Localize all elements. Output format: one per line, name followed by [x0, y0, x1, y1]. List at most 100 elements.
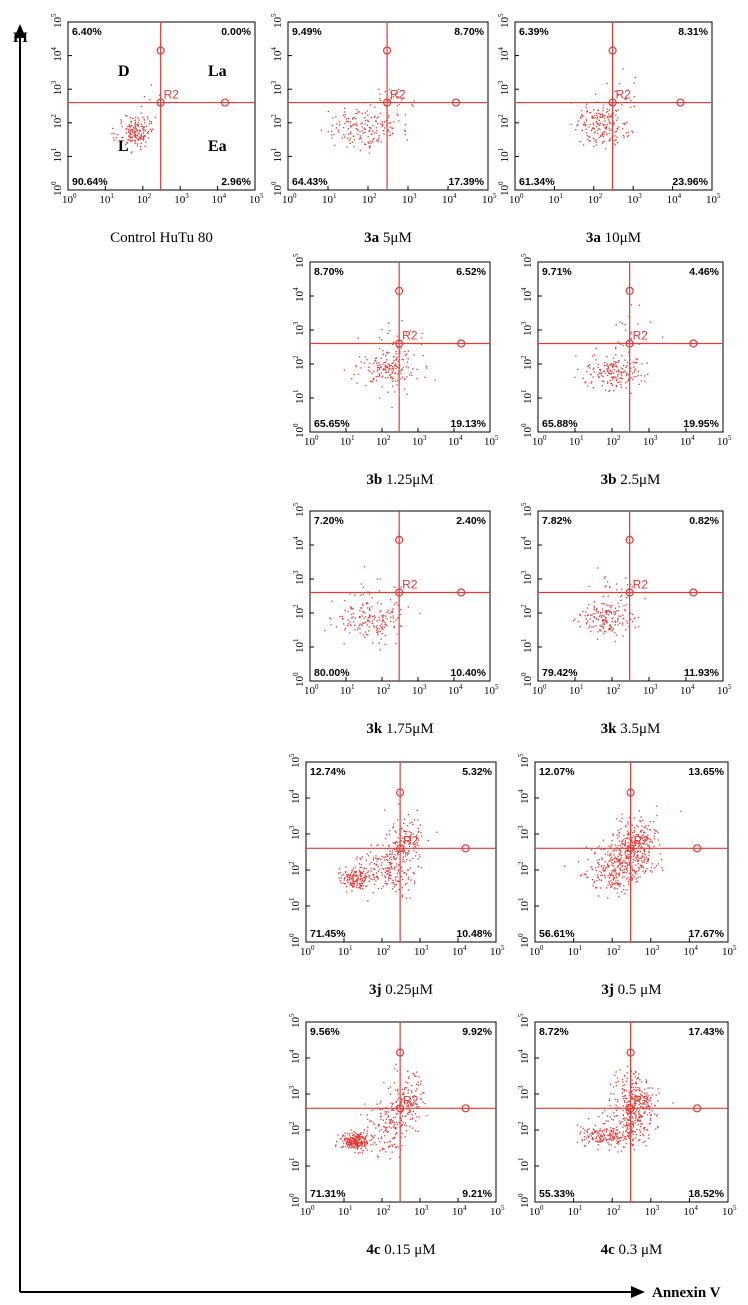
event-dot [415, 851, 417, 853]
event-dot [644, 854, 647, 856]
event-dot [357, 1146, 359, 1148]
x-tick-label: 102 [606, 1204, 621, 1218]
event-dot [602, 131, 605, 133]
event-dot [388, 122, 390, 125]
event-dot [352, 123, 354, 126]
event-dot [636, 361, 638, 363]
event-dot [410, 372, 412, 374]
event-dot [586, 135, 588, 137]
event-dot [591, 128, 593, 130]
event-dot [616, 866, 618, 868]
event-dot [369, 104, 372, 106]
event-dot [346, 880, 348, 882]
event-dot [403, 378, 405, 380]
event-dot [349, 884, 351, 886]
event-dot [397, 360, 399, 362]
event-dot [614, 613, 617, 615]
event-dot [612, 865, 615, 867]
event-dot [612, 1131, 614, 1133]
event-dot [611, 604, 613, 607]
event-dot [593, 626, 595, 628]
event-dot [372, 1136, 374, 1138]
event-dot [606, 363, 609, 365]
x-tick-label: 104 [680, 683, 695, 697]
event-dot [393, 866, 396, 868]
event-dot [641, 1123, 643, 1125]
y-tick-label: 101 [517, 897, 531, 912]
event-dot [355, 1136, 357, 1138]
event-dot [392, 826, 394, 828]
event-dot [143, 126, 145, 129]
event-dot [357, 1152, 360, 1154]
event-dot [408, 1101, 410, 1104]
event-dot [614, 624, 616, 626]
event-dot [642, 870, 644, 872]
event-dot [637, 835, 639, 837]
event-dot [619, 1139, 621, 1142]
event-dot [582, 1127, 584, 1130]
event-dot [593, 616, 595, 618]
quadrant-lower-left-pct: 55.33% [539, 1188, 575, 1200]
event-dot [636, 1096, 638, 1098]
event-dot [131, 124, 133, 127]
event-dot [372, 124, 374, 127]
event-dot [405, 1125, 408, 1127]
event-dot [355, 880, 357, 882]
y-tick-label: 105 [517, 1013, 531, 1028]
event-dot [599, 1141, 601, 1143]
event-dot [636, 1119, 638, 1121]
event-dot [368, 615, 371, 617]
event-dot [381, 632, 383, 635]
event-dot [345, 866, 347, 868]
event-dot [406, 882, 408, 885]
event-dot [611, 870, 613, 872]
gate-handle-circle [156, 46, 165, 55]
event-dot [396, 876, 398, 878]
event-dot [625, 1097, 627, 1099]
event-dot [613, 1115, 615, 1118]
event-dot [618, 884, 620, 886]
event-dot [605, 1131, 607, 1133]
event-dot [633, 869, 635, 872]
event-dot [359, 1144, 361, 1146]
event-dot [620, 384, 622, 386]
event-dot [627, 849, 630, 851]
event-dot [394, 879, 397, 881]
event-dot [599, 116, 602, 118]
event-dot [635, 1111, 637, 1113]
event-dot [612, 1139, 614, 1141]
event-dot [636, 1119, 639, 1122]
event-dot [357, 111, 360, 113]
event-dot [593, 109, 595, 111]
event-dot [629, 1115, 631, 1117]
event-dot [601, 608, 604, 610]
quadrant-upper-left-pct: 9.49% [292, 26, 322, 38]
event-dot [611, 885, 613, 888]
event-dot [354, 1139, 356, 1141]
event-dot [622, 1088, 624, 1090]
event-dot [143, 96, 146, 98]
event-dot [396, 346, 399, 349]
event-dot [343, 127, 345, 129]
quadrant-lower-left-pct: 71.45% [310, 928, 346, 940]
event-dot [398, 881, 400, 883]
event-dot [590, 111, 592, 114]
event-dot [603, 577, 605, 579]
event-dot [354, 617, 356, 619]
event-dot [332, 117, 334, 119]
event-dot [621, 1092, 624, 1094]
event-dot [391, 852, 393, 854]
event-dot [397, 89, 400, 91]
event-dot [640, 1081, 643, 1083]
event-dot [622, 68, 624, 70]
y-tick-label: 102 [497, 114, 511, 129]
event-dot [364, 117, 366, 119]
event-dot [629, 853, 631, 856]
event-dot [602, 104, 605, 106]
event-dot [593, 1129, 596, 1132]
event-dot [400, 1102, 402, 1104]
x-tick-label: 104 [448, 683, 463, 697]
event-dot [391, 1103, 394, 1105]
event-dot [613, 390, 615, 392]
event-dot [627, 1124, 629, 1126]
